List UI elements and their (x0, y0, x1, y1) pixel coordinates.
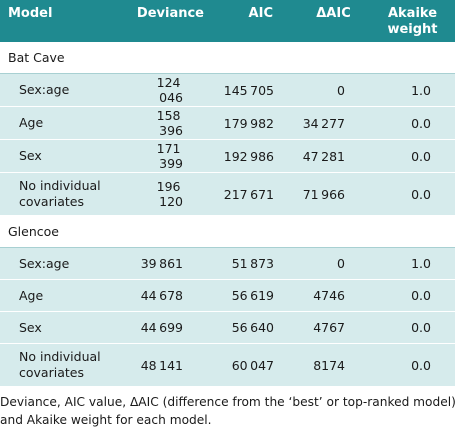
delta-aic-cell: 4767 (297, 311, 370, 344)
model-cell: Age (0, 106, 133, 140)
model-line2: covariates (19, 365, 84, 380)
delta-aic-cell: 34 277 (297, 106, 370, 140)
delta-aic-cell: 0 (297, 73, 370, 107)
deviance-cell: 158 396 (133, 106, 212, 140)
header-aic: AIC (248, 6, 273, 21)
weight-cell: 0.0 (370, 279, 455, 312)
table-footnote: Deviance, AIC value, ΔAIC (difference fr… (0, 387, 455, 429)
table-row: Age 158 396 179 982 34 277 0.0 (0, 106, 455, 140)
delta-aic-cell: 8174 (297, 343, 370, 387)
footnote-line1: Deviance, AIC value, ΔAIC (difference fr… (0, 395, 455, 409)
aic-cell: 56 640 (212, 311, 297, 344)
aic-cell: 179 982 (212, 106, 297, 140)
table-row: Sex:age 39 861 51 873 0 1.0 (0, 247, 455, 280)
model-cell: No individual covariates (0, 172, 133, 216)
weight-cell: 1.0 (370, 73, 455, 107)
aic-cell: 192 986 (212, 139, 297, 173)
aic-cell: 56 619 (212, 279, 297, 312)
header-akaike-weight: Akaike weight (370, 0, 455, 42)
deviance-cell: 48 141 (133, 343, 212, 387)
table-row: Sex 171 399 192 986 47 281 0.0 (0, 139, 455, 173)
delta-aic-cell: 4746 (297, 279, 370, 312)
table-row: No individual covariates 48 141 60 047 81… (0, 343, 455, 387)
weight-cell: 0.0 (370, 311, 455, 344)
table-row: Age 44 678 56 619 4746 0.0 (0, 279, 455, 312)
aic-cell: 51 873 (212, 247, 297, 280)
aic-cell: 217 671 (212, 172, 297, 216)
weight-cell: 0.0 (370, 343, 455, 387)
delta-aic-cell: 71 966 (297, 172, 370, 216)
aic-cell: 145 705 (212, 73, 297, 107)
model-comparison-table: Model Deviance AIC ΔAIC Akaike weight Bat… (0, 0, 455, 387)
group-row: Glencoe (0, 215, 455, 248)
model-cell: Sex:age (0, 247, 133, 280)
deviance-cell: 171 399 (133, 139, 212, 173)
model-line1: No individual (19, 349, 101, 364)
deviance-cell: 39 861 (133, 247, 212, 280)
weight-cell: 0.0 (370, 172, 455, 216)
group-name: Bat Cave (0, 42, 455, 74)
table-row: Sex 44 699 56 640 4767 0.0 (0, 311, 455, 344)
footnote-line2: and Akaike weight for each model. (0, 413, 212, 427)
header-model: Model (8, 6, 53, 21)
table-row: No individual covariates 196 120 217 671 … (0, 172, 455, 216)
model-cell: No individual covariates (0, 343, 133, 387)
model-cell: Sex (0, 311, 133, 344)
model-line1: No individual (19, 178, 101, 193)
deviance-cell: 196 120 (133, 172, 212, 216)
header-deviance: Deviance (136, 6, 204, 21)
weight-cell: 0.0 (370, 106, 455, 140)
delta-aic-cell: 0 (297, 247, 370, 280)
table-row: Sex:age 124 046 145 705 0 1.0 (0, 73, 455, 107)
group-row: Bat Cave (0, 42, 455, 74)
deviance-cell: 44 678 (133, 279, 212, 312)
aic-cell: 60 047 (212, 343, 297, 387)
model-line2: covariates (19, 194, 84, 209)
model-cell: Age (0, 279, 133, 312)
weight-cell: 1.0 (370, 247, 455, 280)
header-akaike-line2: weight (387, 22, 438, 37)
deviance-cell: 44 699 (133, 311, 212, 344)
model-cell: Sex (0, 139, 133, 173)
header-delta-aic: ΔAIC (316, 6, 351, 21)
model-cell: Sex:age (0, 73, 133, 107)
delta-aic-cell: 47 281 (297, 139, 370, 173)
header-akaike-line1: Akaike (387, 6, 438, 21)
group-name: Glencoe (0, 215, 455, 248)
weight-cell: 0.0 (370, 139, 455, 173)
deviance-cell: 124 046 (133, 73, 212, 107)
header-row: Model Deviance AIC ΔAIC Akaike weight (0, 0, 455, 42)
